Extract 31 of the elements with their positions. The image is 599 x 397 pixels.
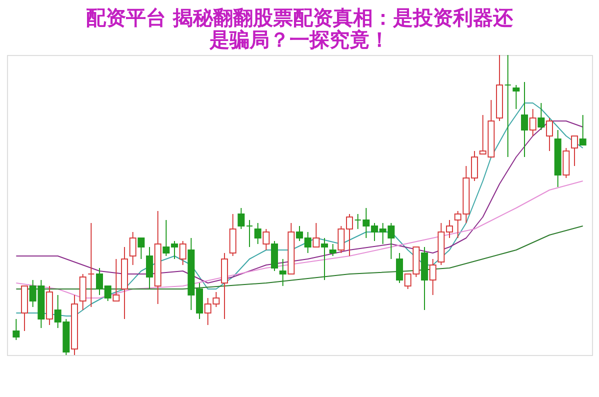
candlestick: [262, 228, 270, 250]
candlestick: [12, 318, 20, 340]
chart-title: 配资平台 揭秘翻翻股票配资真相：是投资利器还是骗局？一探究竟！: [86, 6, 514, 52]
candlestick: [279, 258, 286, 286]
candlestick: [146, 246, 153, 290]
candlestick: [571, 136, 578, 166]
candlestick: [138, 238, 145, 260]
candlestick: [429, 258, 436, 296]
candlestick: [521, 82, 528, 158]
candlestick: [504, 54, 512, 158]
candlestick: [321, 238, 328, 280]
candlestick: [79, 274, 86, 310]
candlestick: [179, 240, 186, 266]
candlestick: [546, 118, 553, 152]
candlestick: [129, 232, 136, 266]
candlestick: [246, 220, 253, 248]
candlestick: [512, 84, 520, 110]
candlestick: [112, 258, 120, 302]
candlestick: [538, 102, 545, 130]
candlestick: [312, 222, 320, 248]
candlestick: [271, 240, 278, 272]
candlestick: [88, 222, 95, 308]
candlestick: [396, 252, 403, 284]
candlestick: [579, 114, 586, 146]
candlestick: [254, 222, 262, 244]
candlestick: [229, 214, 236, 256]
candlestick: [529, 108, 536, 136]
candlestick: [238, 208, 245, 230]
candlestick: [221, 252, 228, 320]
candlestick: [329, 244, 336, 256]
candlestick: [562, 148, 570, 178]
